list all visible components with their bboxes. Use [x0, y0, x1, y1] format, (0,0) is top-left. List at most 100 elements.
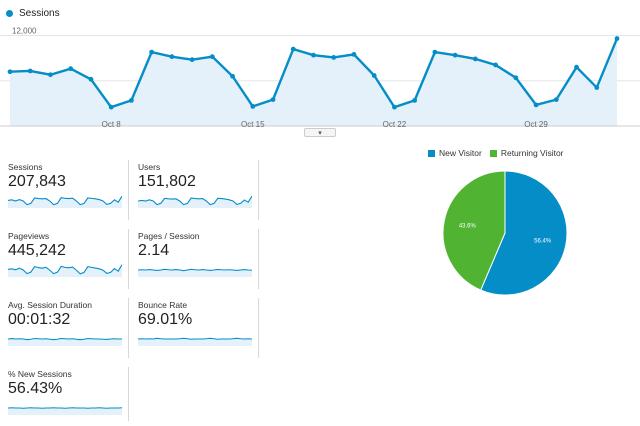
data-point [48, 72, 53, 78]
sparkline-area [8, 407, 122, 415]
data-point [432, 49, 438, 55]
sparkline [138, 337, 252, 346]
data-point [412, 97, 418, 103]
metric-label: Sessions [8, 162, 43, 172]
y-tick-label: 12,000 [12, 27, 37, 36]
data-point [472, 56, 478, 62]
metric-sessions[interactable]: Sessions 207,843 [8, 162, 130, 218]
data-point [88, 76, 94, 82]
metric-value: 207,843 [8, 173, 66, 190]
pie-legend-returning-visitor[interactable]: Returning Visitor [489, 148, 564, 158]
data-point [574, 64, 579, 70]
divider [128, 229, 129, 289]
sparkline [138, 195, 252, 208]
data-point [129, 97, 134, 103]
data-point [371, 73, 377, 78]
metric-value: 00:01:32 [8, 311, 71, 328]
legend-label: Returning Visitor [500, 148, 564, 158]
data-point [594, 85, 600, 90]
metric-label: Pages / Session [138, 231, 200, 241]
x-tick-label: Oct 22 [383, 120, 407, 129]
data-point [513, 75, 519, 81]
data-point [614, 36, 620, 41]
sparkline [138, 268, 252, 277]
data-point [7, 69, 13, 75]
metric-users[interactable]: Users 151,802 [138, 162, 260, 218]
metric-value: 2.14 [138, 242, 170, 259]
sparkline-line [138, 195, 252, 206]
x-tick-label: Oct 29 [524, 120, 548, 129]
data-point [533, 102, 539, 108]
data-point [311, 52, 316, 58]
pie-legend-new-visitor[interactable]: New Visitor [428, 148, 482, 158]
metric-bounce-rate[interactable]: Bounce Rate 69.01% [138, 300, 260, 356]
visitor-type-pie-chart[interactable]: 56.4% 43.6% [440, 170, 570, 300]
sessions-legend-label: Sessions [19, 8, 60, 19]
divider [258, 160, 259, 220]
metric-label: Pageviews [8, 231, 50, 241]
legend-label: New Visitor [439, 148, 482, 158]
metric-avg-session-duration[interactable]: Avg. Session Duration 00:01:32 [8, 300, 130, 356]
sparkline-area [8, 338, 122, 346]
data-point [27, 68, 33, 74]
metric-value: 445,242 [8, 242, 66, 259]
sparkline-line [8, 264, 122, 275]
pie-slice-label: 56.4% [534, 239, 552, 245]
sparkline [8, 195, 122, 208]
data-point [189, 57, 195, 63]
data-point [452, 52, 458, 58]
divider [128, 160, 129, 220]
metric-new-sessions[interactable]: % New Sessions 56.43% [8, 369, 130, 425]
data-point [290, 46, 296, 52]
metric-label: % New Sessions [8, 369, 72, 379]
data-point [493, 62, 498, 68]
pie-slice [442, 170, 506, 291]
sparkline [8, 337, 122, 346]
data-point [149, 49, 155, 55]
legend-swatch [428, 149, 435, 157]
data-point [230, 73, 235, 79]
collapse-chart-button[interactable]: ▾ [304, 128, 336, 137]
x-tick-label: Oct 15 [241, 120, 265, 129]
data-point [331, 55, 337, 60]
metric-label: Users [138, 162, 161, 172]
sparkline-line [138, 337, 252, 340]
data-point [392, 104, 397, 110]
metric-value: 151,802 [138, 173, 196, 190]
data-point [270, 97, 276, 103]
divider [258, 229, 259, 289]
sparkline [8, 264, 122, 277]
pie-slice [480, 170, 568, 296]
data-point [351, 51, 357, 57]
sessions-area [10, 38, 617, 126]
data-point [250, 104, 256, 109]
sparkline-line [138, 268, 252, 272]
data-point [68, 66, 74, 72]
data-point [553, 97, 559, 103]
data-point [209, 54, 215, 60]
sparkline-area [138, 269, 252, 277]
metric-pageviews[interactable]: Pageviews 445,242 [8, 231, 130, 287]
sparkline [8, 407, 122, 415]
metric-value: 56.43% [8, 380, 63, 397]
pie-slice-label: 43.6% [459, 223, 477, 229]
x-tick-label: Oct 8 [102, 120, 122, 129]
metric-label: Avg. Session Duration [8, 300, 92, 310]
metric-value: 69.01% [138, 311, 193, 328]
sparkline-line [8, 337, 122, 341]
metric-pages-per-session[interactable]: Pages / Session 2.14 [138, 231, 260, 287]
chart-legend[interactable]: Sessions [6, 8, 60, 19]
legend-swatch [489, 149, 497, 157]
sparkline-line [8, 195, 122, 206]
sparkline-area [138, 338, 252, 346]
pie-legend[interactable]: New Visitor Returning Visitor [428, 148, 572, 158]
divider [258, 298, 259, 358]
data-point [108, 104, 114, 110]
sparkline-area [8, 264, 122, 277]
sessions-legend-dot [6, 10, 13, 17]
metric-label: Bounce Rate [138, 300, 188, 310]
data-point [169, 54, 175, 60]
divider [128, 298, 129, 358]
divider [128, 367, 129, 421]
